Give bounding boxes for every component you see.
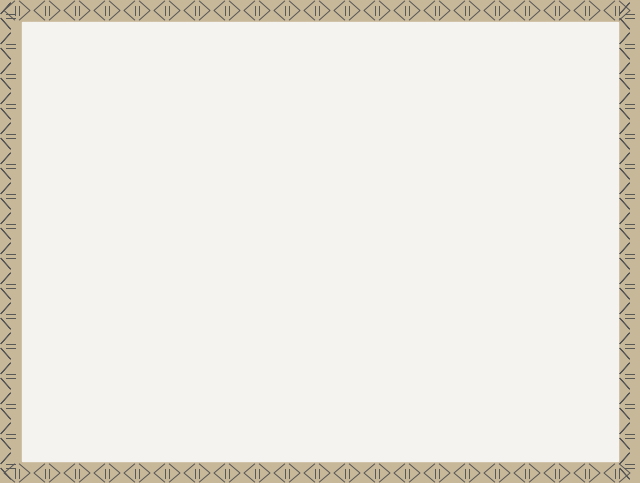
Text: STATION #7: STATION #7 xyxy=(56,94,213,118)
Polygon shape xyxy=(459,219,552,323)
Polygon shape xyxy=(81,202,196,219)
Text: Assume the gray shape is the original
pre-image and the white shape is the new
i: Assume the gray shape is the original pr… xyxy=(78,387,255,417)
Polygon shape xyxy=(70,232,93,241)
Polygon shape xyxy=(236,189,410,268)
Polygon shape xyxy=(538,204,565,234)
Text: GRAPH #3: GRAPH #3 xyxy=(492,376,545,385)
Text: GRAPH #2: GRAPH #2 xyxy=(297,398,349,408)
Polygon shape xyxy=(319,248,336,268)
Text: GRAPH #1: GRAPH #1 xyxy=(95,342,148,351)
Text: © CKMath: © CKMath xyxy=(44,440,76,445)
Text: CLASSIFY EACH DILATION
AS AN ENLARGEMENT OR
REDUCTION AND
IDENTIFY THE SCALE
FAC: CLASSIFY EACH DILATION AS AN ENLARGEMENT… xyxy=(349,88,508,154)
